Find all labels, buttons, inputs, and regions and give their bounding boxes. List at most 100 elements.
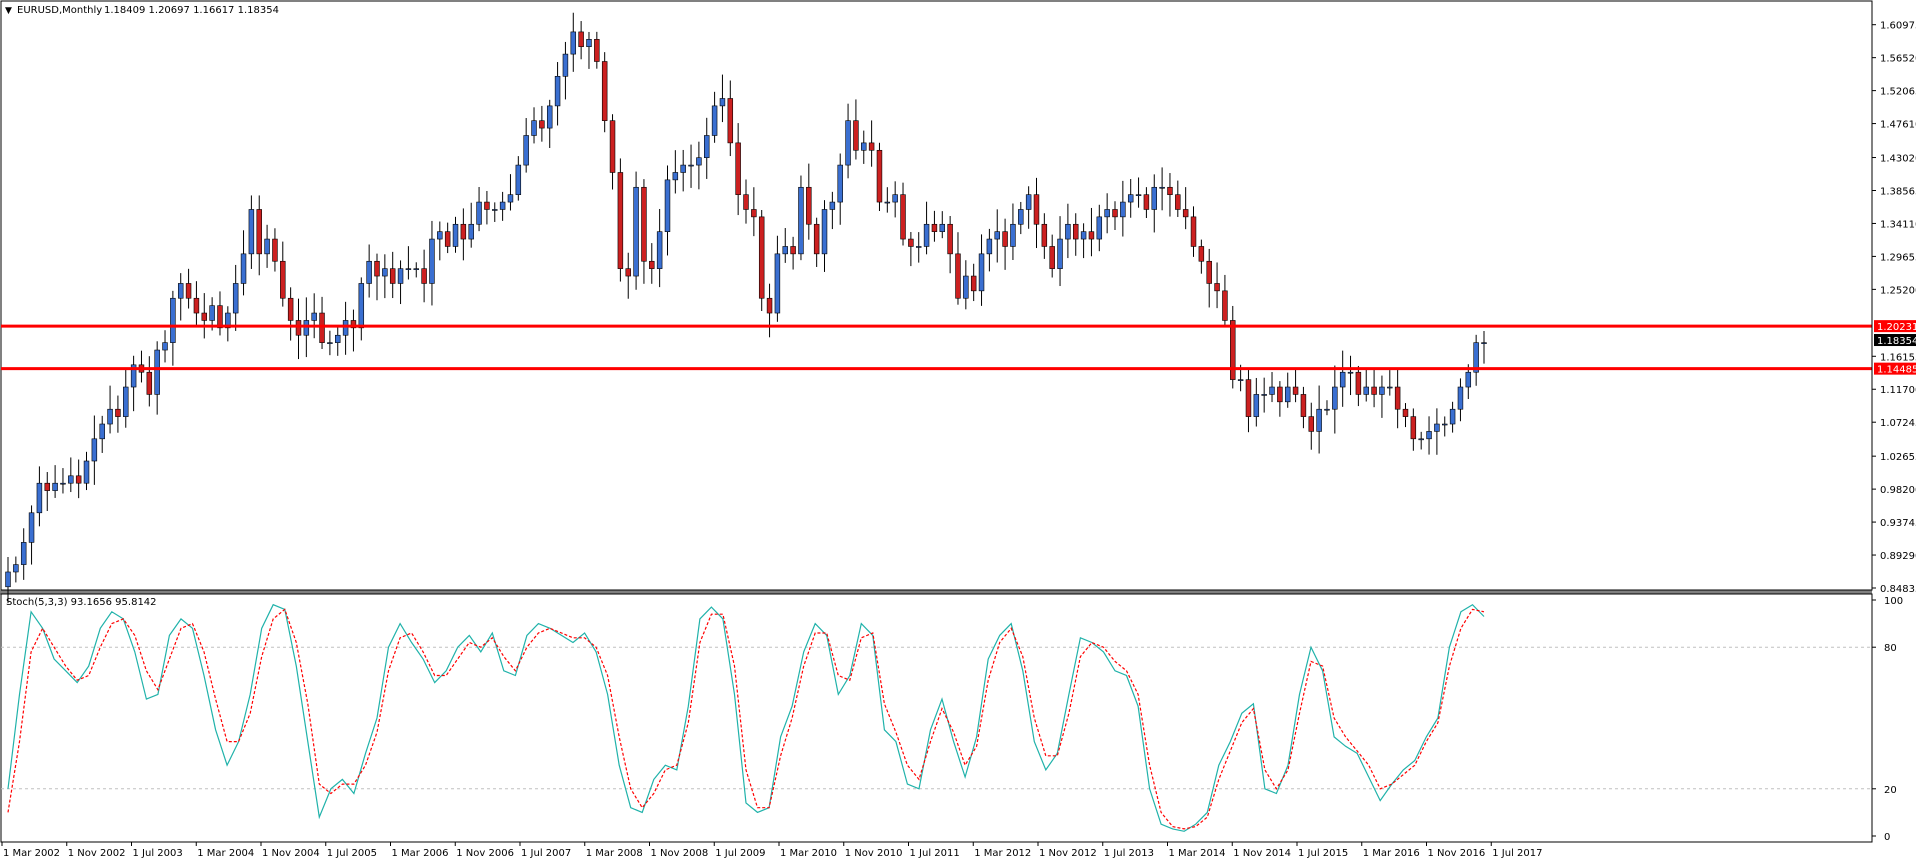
candle-bear (955, 253, 961, 299)
candle-bull (704, 135, 710, 158)
candle-bull (1237, 379, 1244, 381)
candle-bear (201, 312, 208, 321)
price-tick-label: 1.52065 (1880, 87, 1916, 98)
candle-bear (649, 260, 655, 269)
candle-bull (994, 231, 1000, 240)
candle-bull (52, 482, 58, 491)
candle-bull (429, 238, 435, 284)
candle-bull (892, 194, 898, 203)
time-tick-label: 1 Jul 2015 (1298, 848, 1348, 859)
candle-bull (1457, 386, 1464, 410)
candle-bear (727, 98, 734, 144)
indicator-tick-label: 0 (1884, 832, 1890, 843)
time-tick-label: 1 Mar 2016 (1363, 848, 1420, 859)
time-tick-label: 1 Nov 2010 (845, 848, 903, 859)
indicator-panel-frame (0, 593, 1873, 843)
time-tick-label: 1 Jul 2009 (715, 848, 765, 859)
hline-badge (1874, 320, 1916, 333)
stoch-signal-line (7, 608, 1485, 830)
candle-bull (688, 164, 694, 167)
price-tick-label: 0.93745 (1880, 518, 1916, 529)
candle-bear (389, 268, 396, 284)
candle-bull (1080, 231, 1087, 240)
candle-bear (1292, 386, 1299, 395)
time-tick-label: 1 Nov 2014 (1233, 848, 1291, 859)
candle-bull (507, 194, 514, 203)
candle-bear (1198, 246, 1205, 262)
candle-bear (44, 482, 50, 491)
time-axis: 1 Mar 2002 1 Nov 2002 1 Jul 2003 1 Mar 2004… (1, 842, 1542, 859)
candle-bull (978, 253, 985, 292)
ohlc-readout: 1.18409 1.20697 1.16617 1.18354 (104, 5, 279, 16)
candle-bull (28, 512, 35, 543)
candle-bull (1418, 438, 1424, 441)
candle-bull (1010, 223, 1016, 247)
indicator-label: Stoch(5,3,3) 93.1656 95.8142 (6, 597, 157, 608)
candle-bull (327, 342, 333, 344)
candle-bear (868, 142, 875, 151)
candle-bear (1167, 186, 1173, 195)
candle-bull (1332, 386, 1338, 410)
price-tick-label: 1.07245 (1880, 418, 1916, 429)
candle-bear (609, 120, 616, 173)
candle-bull (162, 342, 168, 351)
candle-bull (861, 142, 867, 151)
candle-bull (1018, 209, 1024, 225)
candle-bull (1253, 394, 1260, 417)
candle-bull (1065, 223, 1071, 240)
candle-bear (460, 223, 467, 240)
candle-bear (908, 238, 914, 247)
price-tick-label: 1.34110 (1880, 219, 1916, 230)
candle-bull (335, 334, 341, 343)
candle-bull (366, 260, 372, 284)
time-tick-label: 1 Jul 2007 (521, 848, 571, 859)
candle-bear (1277, 386, 1283, 403)
candle-bull (36, 482, 43, 514)
candle-bull (1127, 194, 1134, 203)
candle-bull (923, 223, 930, 247)
candle-bull (1269, 386, 1275, 395)
candle-bull (303, 320, 310, 336)
candle-bull (711, 105, 718, 136)
indicator-axis: 100 80 20 0 (1871, 595, 1903, 843)
candle-bull (468, 223, 474, 240)
candle-bull (1339, 371, 1346, 388)
candle-bear (617, 172, 624, 269)
candle-bear (813, 223, 820, 255)
price-tick-label: 0.84835 (1880, 584, 1916, 595)
candle-bear (350, 320, 357, 329)
triangle-down-icon[interactable]: ▼ (5, 6, 12, 16)
candle-bull (986, 238, 993, 255)
candle-bull (358, 283, 365, 329)
time-tick-label: 1 Nov 2012 (1039, 848, 1097, 859)
candle-bear (1410, 416, 1417, 440)
candle-bear (1371, 386, 1377, 395)
candle-bull (99, 423, 105, 440)
candle-bull (342, 320, 349, 336)
candle-bull (719, 98, 726, 107)
time-tick-label: 1 Nov 2002 (68, 848, 126, 859)
candle-bull (5, 571, 11, 588)
candle-bear (374, 260, 380, 277)
candle-bull (1159, 186, 1165, 189)
price-tick-label: 1.47610 (1880, 120, 1916, 131)
candle-bear (539, 120, 545, 129)
candle-bear (1394, 386, 1401, 410)
candle-bear (931, 223, 938, 232)
candle-bull (452, 223, 459, 247)
hline-badge (1874, 362, 1916, 375)
price-tick-label: 1.38565 (1880, 186, 1916, 197)
candle-bear (75, 475, 82, 484)
candle-bull (91, 438, 98, 462)
candle-bull (476, 201, 482, 225)
candle-bull (1151, 186, 1157, 210)
candle-bear (853, 120, 859, 151)
time-tick-label: 1 Mar 2008 (586, 848, 643, 859)
candle-bull (83, 460, 90, 484)
candle-bull (405, 268, 412, 270)
candle-bull (397, 268, 404, 284)
candle-bear (806, 186, 812, 225)
candle-bull (1481, 342, 1487, 344)
time-tick-label: 1 Nov 2006 (456, 848, 514, 859)
